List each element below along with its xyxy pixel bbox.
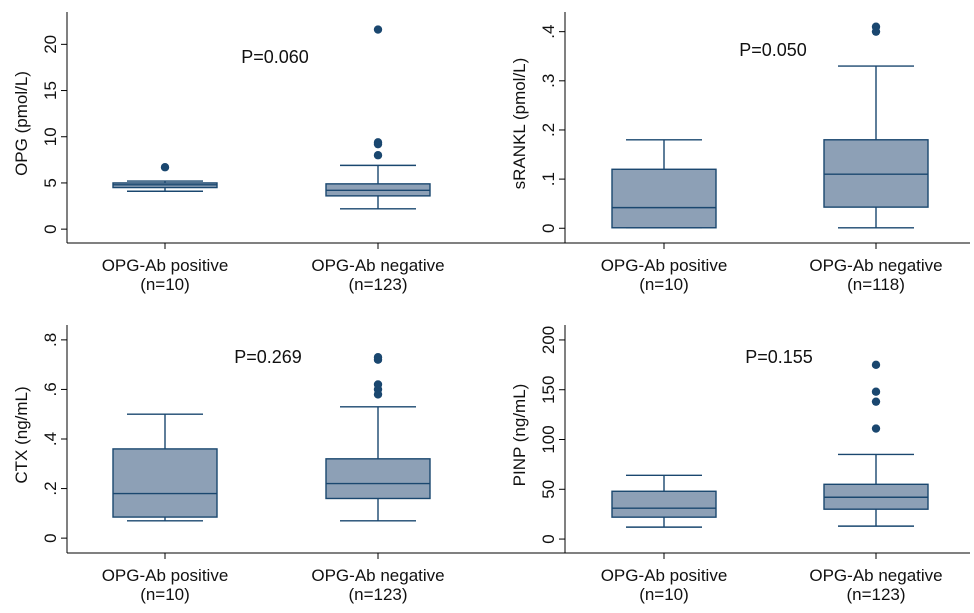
y-tick-label: .4 [539, 25, 558, 39]
y-axis-label: PINP (ng/mL) [510, 384, 529, 487]
box-plot-1: OPG-Ab positive(n=10) [601, 139, 728, 294]
outlier-point [373, 151, 383, 160]
y-axis-label: sRANKL (pmol/L) [510, 58, 529, 190]
outlier-point [160, 163, 170, 172]
outlier-point [871, 424, 881, 433]
p-value-annotation: P=0.060 [241, 47, 309, 67]
outlier-point [871, 360, 881, 370]
x-category-label: OPG-Ab negative [311, 566, 444, 585]
y-tick-label: .4 [41, 432, 60, 446]
outlier-point [373, 353, 383, 362]
x-category-label: (n=123) [348, 275, 407, 294]
x-category-label: (n=123) [846, 585, 905, 604]
y-tick-label: .2 [539, 123, 558, 137]
x-category-label: (n=10) [140, 585, 190, 604]
y-tick-label: 0 [41, 533, 60, 542]
outlier-point [373, 138, 383, 147]
y-tick-label: .3 [539, 74, 558, 88]
outlier-point [871, 22, 881, 31]
x-category-label: OPG-Ab positive [601, 566, 728, 585]
iqr-box [112, 448, 218, 518]
box-plot-1: OPG-Ab positive(n=10) [102, 163, 229, 294]
chart-panel-1: 0 5 10 15 20 OPG (pmol/L) P=0.060 OPG-Ab positi… [12, 12, 571, 294]
box-plot-2: OPG-Ab negative(n=118) [809, 22, 943, 294]
y-axis-label: CTX (ng/mL) [12, 386, 31, 483]
x-category-label: OPG-Ab negative [809, 566, 942, 585]
y-tick-label: 10 [41, 127, 60, 146]
iqr-box [325, 458, 431, 500]
x-category-label: OPG-Ab positive [102, 256, 229, 275]
x-category-label: (n=10) [639, 585, 689, 604]
chart-panel-3: 0 .2 .4 .6 .8 CTX (ng/mL) P=0.269 OPG-Ab positi… [12, 325, 571, 604]
x-category-label: (n=123) [348, 585, 407, 604]
outlier-point [871, 387, 881, 396]
y-tick-label: .2 [41, 481, 60, 495]
x-category-label: OPG-Ab positive [601, 256, 728, 275]
y-tick-label: 15 [41, 81, 60, 100]
box-plot-2: OPG-Ab negative(n=123) [809, 360, 943, 604]
y-tick-label: .6 [41, 382, 60, 396]
x-category-label: OPG-Ab positive [102, 566, 229, 585]
x-category-label: (n=118) [847, 275, 905, 294]
outlier-point [871, 397, 881, 406]
iqr-box [823, 139, 929, 208]
y-tick-label: 0 [539, 534, 558, 543]
chart-panel-4: 0 50 100 150 200 PINP (ng/mL) P=0.155 OPG-Ab po… [510, 325, 970, 604]
iqr-box [611, 168, 717, 229]
y-tick-label: .1 [539, 172, 558, 186]
y-axis-label: OPG (pmol/L) [12, 71, 31, 176]
box-plot-2: OPG-Ab negative(n=123) [311, 25, 445, 294]
p-value-annotation: P=0.050 [739, 40, 807, 60]
p-value-annotation: P=0.269 [234, 347, 302, 367]
y-tick-label: 20 [41, 35, 60, 54]
iqr-box [611, 490, 717, 518]
y-tick-label: 0 [539, 224, 558, 233]
chart-panel-2: 0 .1 .2 .3 .4 sRANKL (pmol/L) P=0.050 OPG-Ab po… [510, 12, 970, 294]
box-plot-2: OPG-Ab negative(n=123) [311, 353, 445, 604]
outlier-point [373, 25, 383, 34]
y-tick-label: .8 [41, 333, 60, 347]
y-tick-label: 5 [41, 178, 60, 187]
x-category-label: (n=10) [639, 275, 689, 294]
box-plot-1: OPG-Ab positive(n=10) [601, 474, 728, 604]
x-category-label: OPG-Ab negative [809, 256, 942, 275]
box-plot-1: OPG-Ab positive(n=10) [102, 413, 229, 604]
y-tick-label: 50 [539, 480, 558, 499]
y-tick-label: 0 [41, 224, 60, 233]
outlier-point [373, 380, 383, 389]
y-tick-label: 150 [539, 376, 558, 404]
y-tick-label: 100 [539, 425, 558, 453]
y-tick-label: 200 [539, 326, 558, 354]
x-category-label: OPG-Ab negative [311, 256, 444, 275]
p-value-annotation: P=0.155 [745, 347, 813, 367]
x-category-label: (n=10) [140, 275, 190, 294]
